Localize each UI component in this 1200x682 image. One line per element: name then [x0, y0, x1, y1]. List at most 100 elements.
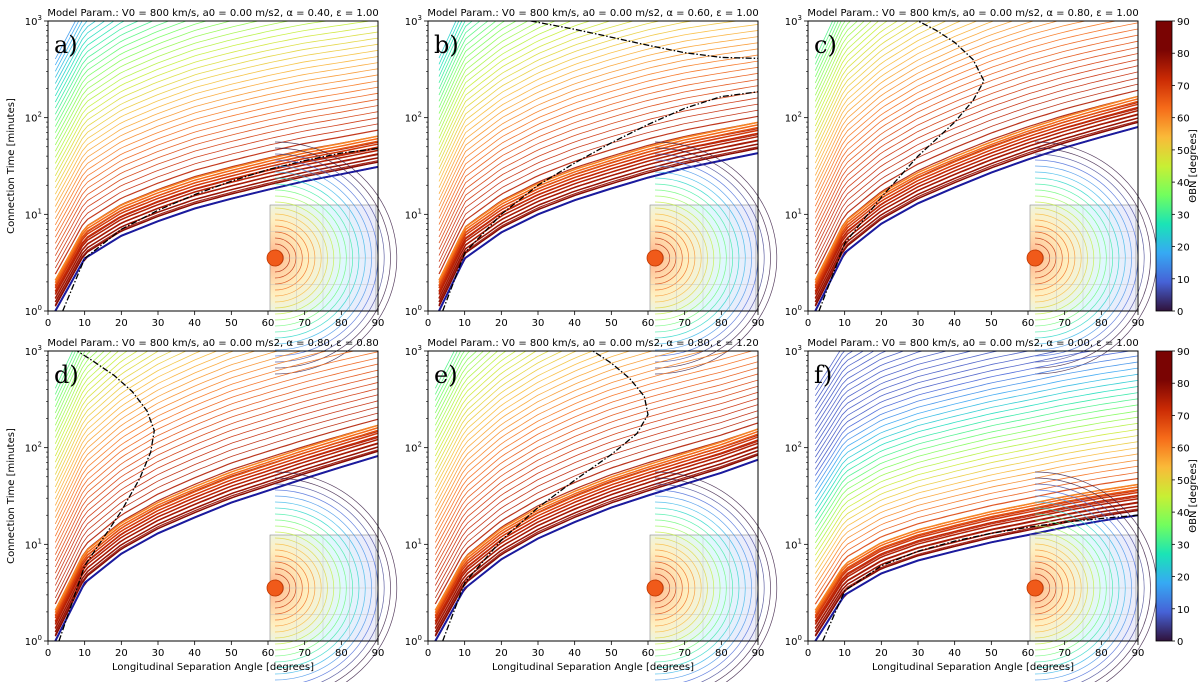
contour-line [814, 367, 1138, 495]
contour-line [54, 21, 208, 133]
x-tick-label: 90 [752, 318, 765, 329]
x-tick-label: 20 [875, 318, 888, 329]
contour-band [814, 100, 1138, 286]
contour-band [438, 124, 758, 284]
contour-line [54, 74, 378, 219]
panel-title: Model Param.: V0 = 800 km/s, a0 = 0.00 m… [427, 8, 758, 19]
x-tick-label: 40 [568, 318, 581, 329]
contour-line [54, 363, 378, 549]
contour-line [438, 21, 541, 127]
contour-line [54, 21, 233, 140]
contour-line [814, 351, 905, 427]
contour-line [54, 21, 154, 115]
y-tick-label: 100 [25, 634, 42, 648]
contour-line [54, 56, 378, 201]
x-tick-label: 30 [912, 318, 925, 329]
x-axis-label: Longitudinal Separation Angle [degrees] [872, 662, 1074, 673]
contour-line [438, 109, 758, 268]
contour-line [434, 351, 527, 457]
contour-band [434, 428, 758, 611]
colorbar-tick-label: 40 [1177, 178, 1190, 189]
contour-line [54, 50, 378, 195]
x-tick-label: 20 [115, 648, 128, 659]
contour-line [814, 459, 1138, 587]
contour-field [54, 21, 378, 311]
contour-line [438, 79, 758, 238]
x-tick-label: 60 [262, 318, 275, 329]
x-tick-label: 20 [495, 318, 508, 329]
contour-line [814, 351, 925, 433]
contour-line [434, 453, 758, 636]
contour-line [814, 422, 1138, 550]
colorbar-tick-label: 80 [1177, 49, 1190, 60]
panel-f: 0 10 20 30 40 50 60 70 80 90 100 101 102 103 Model Par… [785, 338, 1158, 682]
x-tick-label: 30 [532, 648, 545, 659]
lower-boundary-line [814, 126, 1138, 311]
contour-band [814, 498, 1138, 625]
y-tick-label: 103 [785, 344, 802, 358]
contour-line [434, 351, 706, 518]
contour-line [54, 351, 257, 506]
contour-line [54, 351, 112, 438]
contour-band [54, 135, 378, 281]
contour-line [438, 21, 592, 145]
contour-line [814, 477, 1138, 605]
contour-line [814, 40, 1138, 225]
colorbar-tick-label: 70 [1177, 411, 1190, 422]
x-tick-label: 70 [1058, 318, 1071, 329]
axes-frame [427, 20, 759, 312]
contour-line [434, 351, 611, 494]
contour-band [814, 103, 1138, 289]
x-tick-label: 50 [985, 318, 998, 329]
colorbar-tick-label: 30 [1177, 540, 1190, 551]
y-tick-label: 102 [785, 111, 802, 125]
contour-line [438, 97, 758, 256]
colorbar-tick-label: 50 [1177, 146, 1190, 157]
contour-line [54, 123, 378, 269]
sun-icon [1026, 249, 1044, 267]
contour-band [438, 139, 758, 299]
contour-line [54, 351, 187, 481]
x-tick-label: 80 [335, 318, 348, 329]
contour-line [54, 111, 378, 256]
x-tick-label: 50 [985, 648, 998, 659]
colorbar-label: ΘBN [degrees] [1188, 129, 1199, 203]
contour-line [438, 115, 758, 275]
contour-line [814, 71, 1138, 256]
contour-line [54, 351, 129, 451]
contour-line [434, 351, 564, 475]
contour-line [814, 21, 889, 121]
contour-band [814, 509, 1138, 637]
sun-icon [646, 249, 664, 267]
x-tick-label: 40 [188, 648, 201, 659]
contour-line [438, 21, 612, 151]
contour-line [814, 351, 1094, 470]
contour-line [814, 351, 948, 439]
x-tick-label: 90 [372, 318, 385, 329]
y-tick-label: 101 [785, 207, 802, 221]
contour-line [438, 73, 758, 231]
lower-boundary-line [54, 455, 378, 641]
colorbar-tick-label: 0 [1177, 637, 1183, 648]
y-tick-label: 102 [405, 441, 422, 455]
inset-field-map [646, 471, 778, 682]
x-tick-label: 50 [605, 648, 618, 659]
colorbar-tick-label: 10 [1177, 605, 1190, 616]
contour-line [54, 351, 160, 469]
colorbar-tick-label: 10 [1177, 275, 1190, 286]
contour-line [814, 392, 1138, 519]
contour-line [438, 21, 662, 164]
contour-line [814, 21, 899, 127]
contour-line [54, 68, 378, 213]
contour-line [814, 386, 1138, 513]
contour-line [54, 351, 139, 457]
contour-line [54, 21, 170, 121]
contour-line [814, 21, 880, 114]
contour-line [54, 21, 188, 127]
panel-label: e) [434, 361, 458, 389]
contour-line [438, 66, 758, 225]
contour-line [814, 21, 920, 139]
contour-line [54, 21, 115, 97]
colorbar-top: 0 10 20 30 40 50 60 70 80 90 ΘBN [degrees] [1155, 17, 1199, 318]
